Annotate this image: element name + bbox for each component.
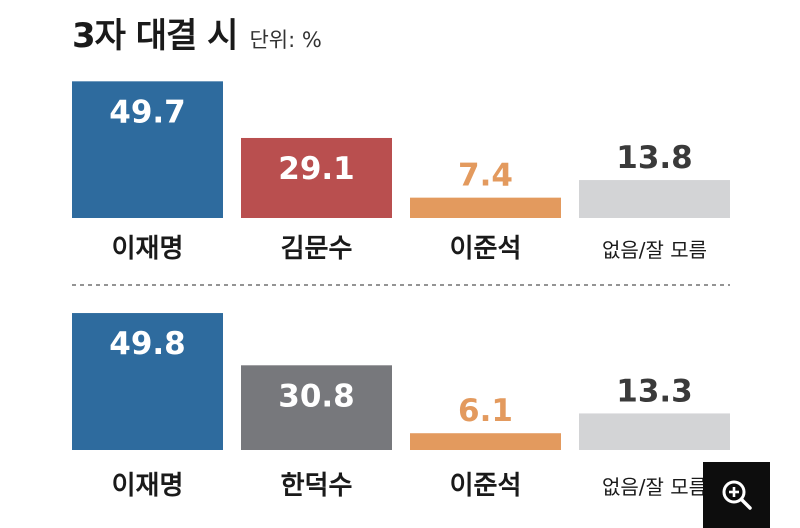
data-label: 30.8	[278, 378, 355, 414]
bar	[410, 197, 561, 218]
title-row: 3자 대결 시 단위: %	[72, 8, 322, 60]
category-label: 한덕수	[281, 471, 353, 501]
data-label: 49.7	[109, 94, 186, 130]
chart-panel-1: 49.7 이재명 29.1 김문수 7.4 이준석 13.8 없음/잘 모름	[72, 81, 730, 264]
data-label: 29.1	[278, 151, 355, 187]
category-label: 김문수	[281, 234, 353, 264]
data-label: 7.4	[458, 158, 513, 194]
chart-panel-2: 49.8 이재명 30.8 한덕수 6.1 이준석 13.3 없음/잘 모름	[72, 313, 730, 501]
bar	[410, 433, 561, 450]
data-label: 6.1	[458, 393, 513, 429]
chart-title: 3자 대결 시	[72, 16, 238, 56]
unit-label: 단위: %	[249, 28, 322, 52]
category-label: 없음/잘 모름	[602, 238, 707, 262]
zoom-in-icon	[722, 480, 752, 510]
category-label: 없음/잘 모름	[602, 475, 707, 499]
category-label: 이재명	[112, 471, 184, 501]
data-label: 13.8	[616, 140, 693, 176]
zoom-button[interactable]	[703, 462, 770, 528]
bar	[72, 81, 223, 218]
category-label: 이재명	[112, 234, 184, 264]
category-label: 이준석	[450, 471, 522, 501]
category-label: 이준석	[450, 234, 522, 264]
bar	[241, 137, 392, 218]
bar	[72, 313, 223, 450]
bar	[579, 413, 730, 450]
data-label: 49.8	[109, 326, 186, 362]
data-label: 13.3	[616, 373, 693, 409]
bar	[241, 365, 392, 450]
bar	[579, 180, 730, 218]
